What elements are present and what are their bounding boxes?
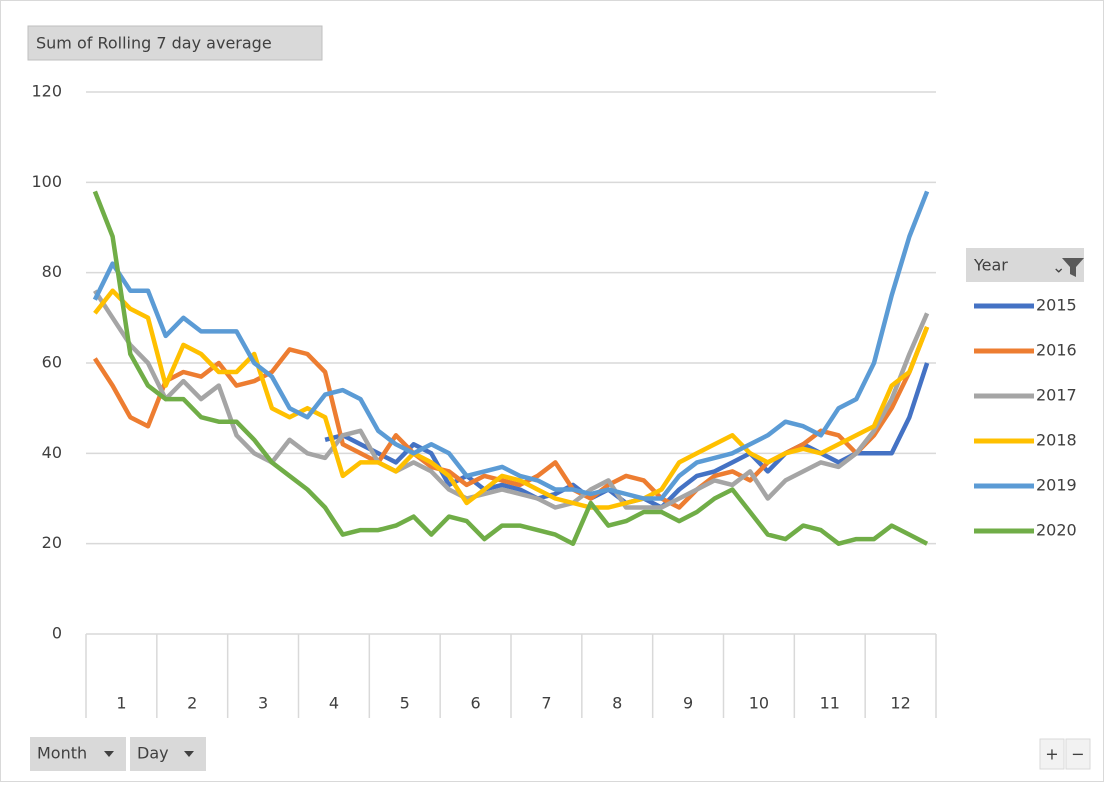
series-line — [93, 289, 930, 510]
legend-label: 2015 — [1036, 296, 1077, 315]
legend-label: 2018 — [1036, 431, 1077, 450]
series-line — [93, 288, 930, 510]
x-tick-label: 6 — [470, 694, 480, 713]
x-tick-label: 10 — [749, 694, 769, 713]
field-button-label: Month — [37, 744, 87, 763]
y-tick-label: 120 — [31, 82, 62, 101]
x-tick-label: 3 — [258, 694, 268, 713]
legend-title: Year — [973, 256, 1008, 275]
x-tick-label: 4 — [329, 694, 339, 713]
y-tick-label: 60 — [42, 353, 62, 372]
y-tick-label: 80 — [42, 262, 62, 281]
x-tick-label: 11 — [820, 694, 840, 713]
series-line — [92, 190, 930, 501]
field-button[interactable] — [130, 737, 206, 771]
dropdown-arrow — [184, 751, 194, 757]
x-tick-label: 5 — [400, 694, 410, 713]
zoom-button[interactable] — [1065, 738, 1091, 770]
y-tick-label: 40 — [42, 443, 62, 462]
value-field-button[interactable] — [27, 25, 323, 61]
legend-header[interactable] — [966, 248, 1084, 282]
x-tick-label: 12 — [890, 694, 910, 713]
x-tick-label: 2 — [187, 694, 197, 713]
x-tick-label: 7 — [541, 694, 551, 713]
filter-icon[interactable] — [1062, 258, 1084, 277]
series-line — [92, 190, 929, 546]
y-tick-label: 20 — [42, 533, 62, 552]
legend-label: 2020 — [1036, 521, 1077, 540]
zoom-button-label: + — [1045, 745, 1058, 764]
y-tick-label: 0 — [52, 624, 62, 643]
x-tick-label: 1 — [116, 694, 126, 713]
legend-label: 2019 — [1036, 476, 1077, 495]
y-tick-label: 100 — [31, 172, 62, 191]
legend-label: 2017 — [1036, 386, 1077, 405]
zoom-button-label: − — [1071, 745, 1084, 764]
legend-label: 2016 — [1036, 341, 1077, 360]
dropdown-arrow — [104, 751, 114, 757]
field-button-label: Day — [137, 744, 169, 763]
dropdown-arrow: ⌄ — [1052, 258, 1065, 277]
x-tick-label: 9 — [683, 694, 693, 713]
x-tick-label: 8 — [612, 694, 622, 713]
chart-title: Sum of Rolling 7 day average — [36, 34, 272, 53]
zoom-button[interactable] — [1039, 738, 1065, 770]
